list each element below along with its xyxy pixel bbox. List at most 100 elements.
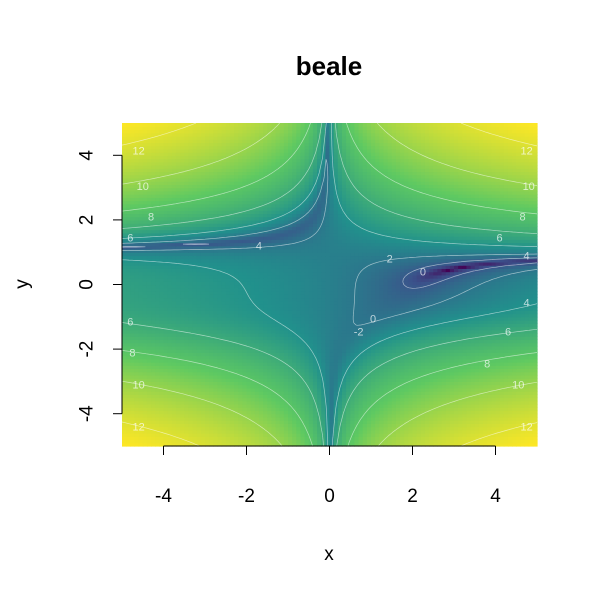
heatmap-cell bbox=[196, 365, 202, 370]
heatmap-cell bbox=[317, 426, 322, 431]
heatmap-cell bbox=[308, 436, 314, 441]
heatmap-cell bbox=[300, 384, 306, 389]
heatmap-cell bbox=[441, 362, 447, 366]
heatmap-cell bbox=[138, 362, 144, 366]
heatmap-cell bbox=[487, 355, 492, 360]
heatmap-cell bbox=[167, 326, 173, 331]
heatmap-cell bbox=[205, 410, 210, 415]
heatmap-cell bbox=[429, 342, 434, 347]
heatmap-cell bbox=[279, 294, 285, 299]
heatmap-cell bbox=[200, 387, 206, 392]
heatmap-cell bbox=[221, 436, 227, 441]
heatmap-cell bbox=[441, 429, 447, 434]
heatmap-cell bbox=[200, 358, 206, 363]
heatmap-cell bbox=[130, 358, 136, 363]
heatmap-cell bbox=[229, 368, 235, 373]
heatmap-cell bbox=[346, 294, 351, 299]
heatmap-cell bbox=[292, 313, 297, 318]
heatmap-cell bbox=[400, 303, 405, 308]
heatmap-cell bbox=[151, 426, 156, 431]
heatmap-cell bbox=[200, 329, 206, 334]
heatmap-cell bbox=[329, 310, 335, 315]
heatmap-cell bbox=[192, 310, 198, 315]
heatmap-cell bbox=[304, 329, 310, 334]
heatmap-cell bbox=[400, 416, 405, 421]
heatmap-cell bbox=[333, 416, 339, 421]
heatmap-cell bbox=[520, 374, 526, 379]
heatmap-cell bbox=[520, 310, 526, 315]
heatmap-cell bbox=[242, 439, 248, 444]
heatmap-cell bbox=[205, 378, 210, 382]
heatmap-cell bbox=[225, 336, 231, 341]
heatmap-cell bbox=[213, 323, 219, 328]
heatmap-cell bbox=[333, 420, 339, 424]
heatmap-cell bbox=[532, 329, 538, 334]
heatmap-cell bbox=[358, 313, 364, 318]
heatmap-cell bbox=[300, 352, 306, 357]
heatmap-cell bbox=[400, 287, 405, 292]
heatmap-cell bbox=[346, 307, 351, 311]
heatmap-cell bbox=[188, 381, 194, 386]
heatmap-cell bbox=[308, 294, 314, 299]
heatmap-cell bbox=[470, 394, 476, 399]
heatmap-cell bbox=[221, 433, 227, 437]
heatmap-cell bbox=[362, 407, 368, 412]
heatmap-cell bbox=[503, 352, 509, 357]
heatmap-cell bbox=[167, 400, 173, 405]
heatmap-cell bbox=[516, 400, 521, 405]
heatmap-cell bbox=[404, 439, 409, 444]
heatmap-cell bbox=[416, 429, 422, 434]
heatmap-cell bbox=[412, 384, 418, 389]
heatmap-cell bbox=[454, 378, 459, 382]
heatmap-cell bbox=[283, 397, 289, 402]
heatmap-cell bbox=[337, 342, 343, 347]
heatmap-cell bbox=[420, 439, 426, 444]
heatmap-cell bbox=[163, 342, 169, 347]
heatmap-cell bbox=[528, 423, 534, 428]
heatmap-cell bbox=[371, 400, 376, 405]
heatmap-cell bbox=[470, 287, 476, 292]
heatmap-cell bbox=[524, 416, 530, 421]
heatmap-cell bbox=[416, 384, 422, 389]
heatmap-cell bbox=[445, 416, 451, 421]
heatmap-cell bbox=[275, 310, 281, 315]
heatmap-cell bbox=[134, 303, 140, 308]
heatmap-cell bbox=[122, 320, 127, 324]
heatmap-cell bbox=[238, 407, 243, 412]
heatmap-cell bbox=[288, 381, 293, 386]
heatmap-cell bbox=[524, 420, 530, 424]
heatmap-cell bbox=[130, 413, 136, 418]
heatmap-cell bbox=[371, 336, 376, 341]
heatmap-cell bbox=[242, 307, 248, 311]
heatmap-cell bbox=[200, 423, 206, 428]
heatmap-cell bbox=[395, 358, 401, 363]
heatmap-cell bbox=[254, 284, 260, 289]
heatmap-cell bbox=[350, 352, 355, 357]
heatmap-cell bbox=[151, 284, 156, 289]
heatmap-cell bbox=[337, 439, 343, 444]
heatmap-cell bbox=[142, 355, 148, 360]
heatmap-cell bbox=[503, 307, 509, 311]
heatmap-cell bbox=[350, 332, 355, 337]
heatmap-cell bbox=[404, 303, 409, 308]
heatmap-cell bbox=[155, 365, 160, 370]
heatmap-cell bbox=[229, 407, 235, 412]
heatmap-cell bbox=[491, 439, 497, 444]
heatmap-cell bbox=[159, 307, 165, 311]
heatmap-cell bbox=[362, 391, 368, 395]
heatmap-cell bbox=[478, 378, 484, 382]
heatmap-cell bbox=[437, 442, 443, 447]
heatmap-cell bbox=[478, 310, 484, 315]
heatmap-cell bbox=[333, 336, 339, 341]
heatmap-cell bbox=[155, 320, 160, 324]
heatmap-cell bbox=[188, 413, 194, 418]
heatmap-cell bbox=[209, 339, 214, 344]
heatmap-cell bbox=[333, 358, 339, 363]
heatmap-cell bbox=[383, 413, 389, 418]
heatmap-cell bbox=[213, 339, 219, 344]
heatmap-cell bbox=[433, 381, 438, 386]
heatmap-cell bbox=[400, 290, 405, 295]
heatmap-cell bbox=[429, 352, 434, 357]
heatmap-cell bbox=[337, 284, 343, 289]
heatmap-cell bbox=[478, 339, 484, 344]
